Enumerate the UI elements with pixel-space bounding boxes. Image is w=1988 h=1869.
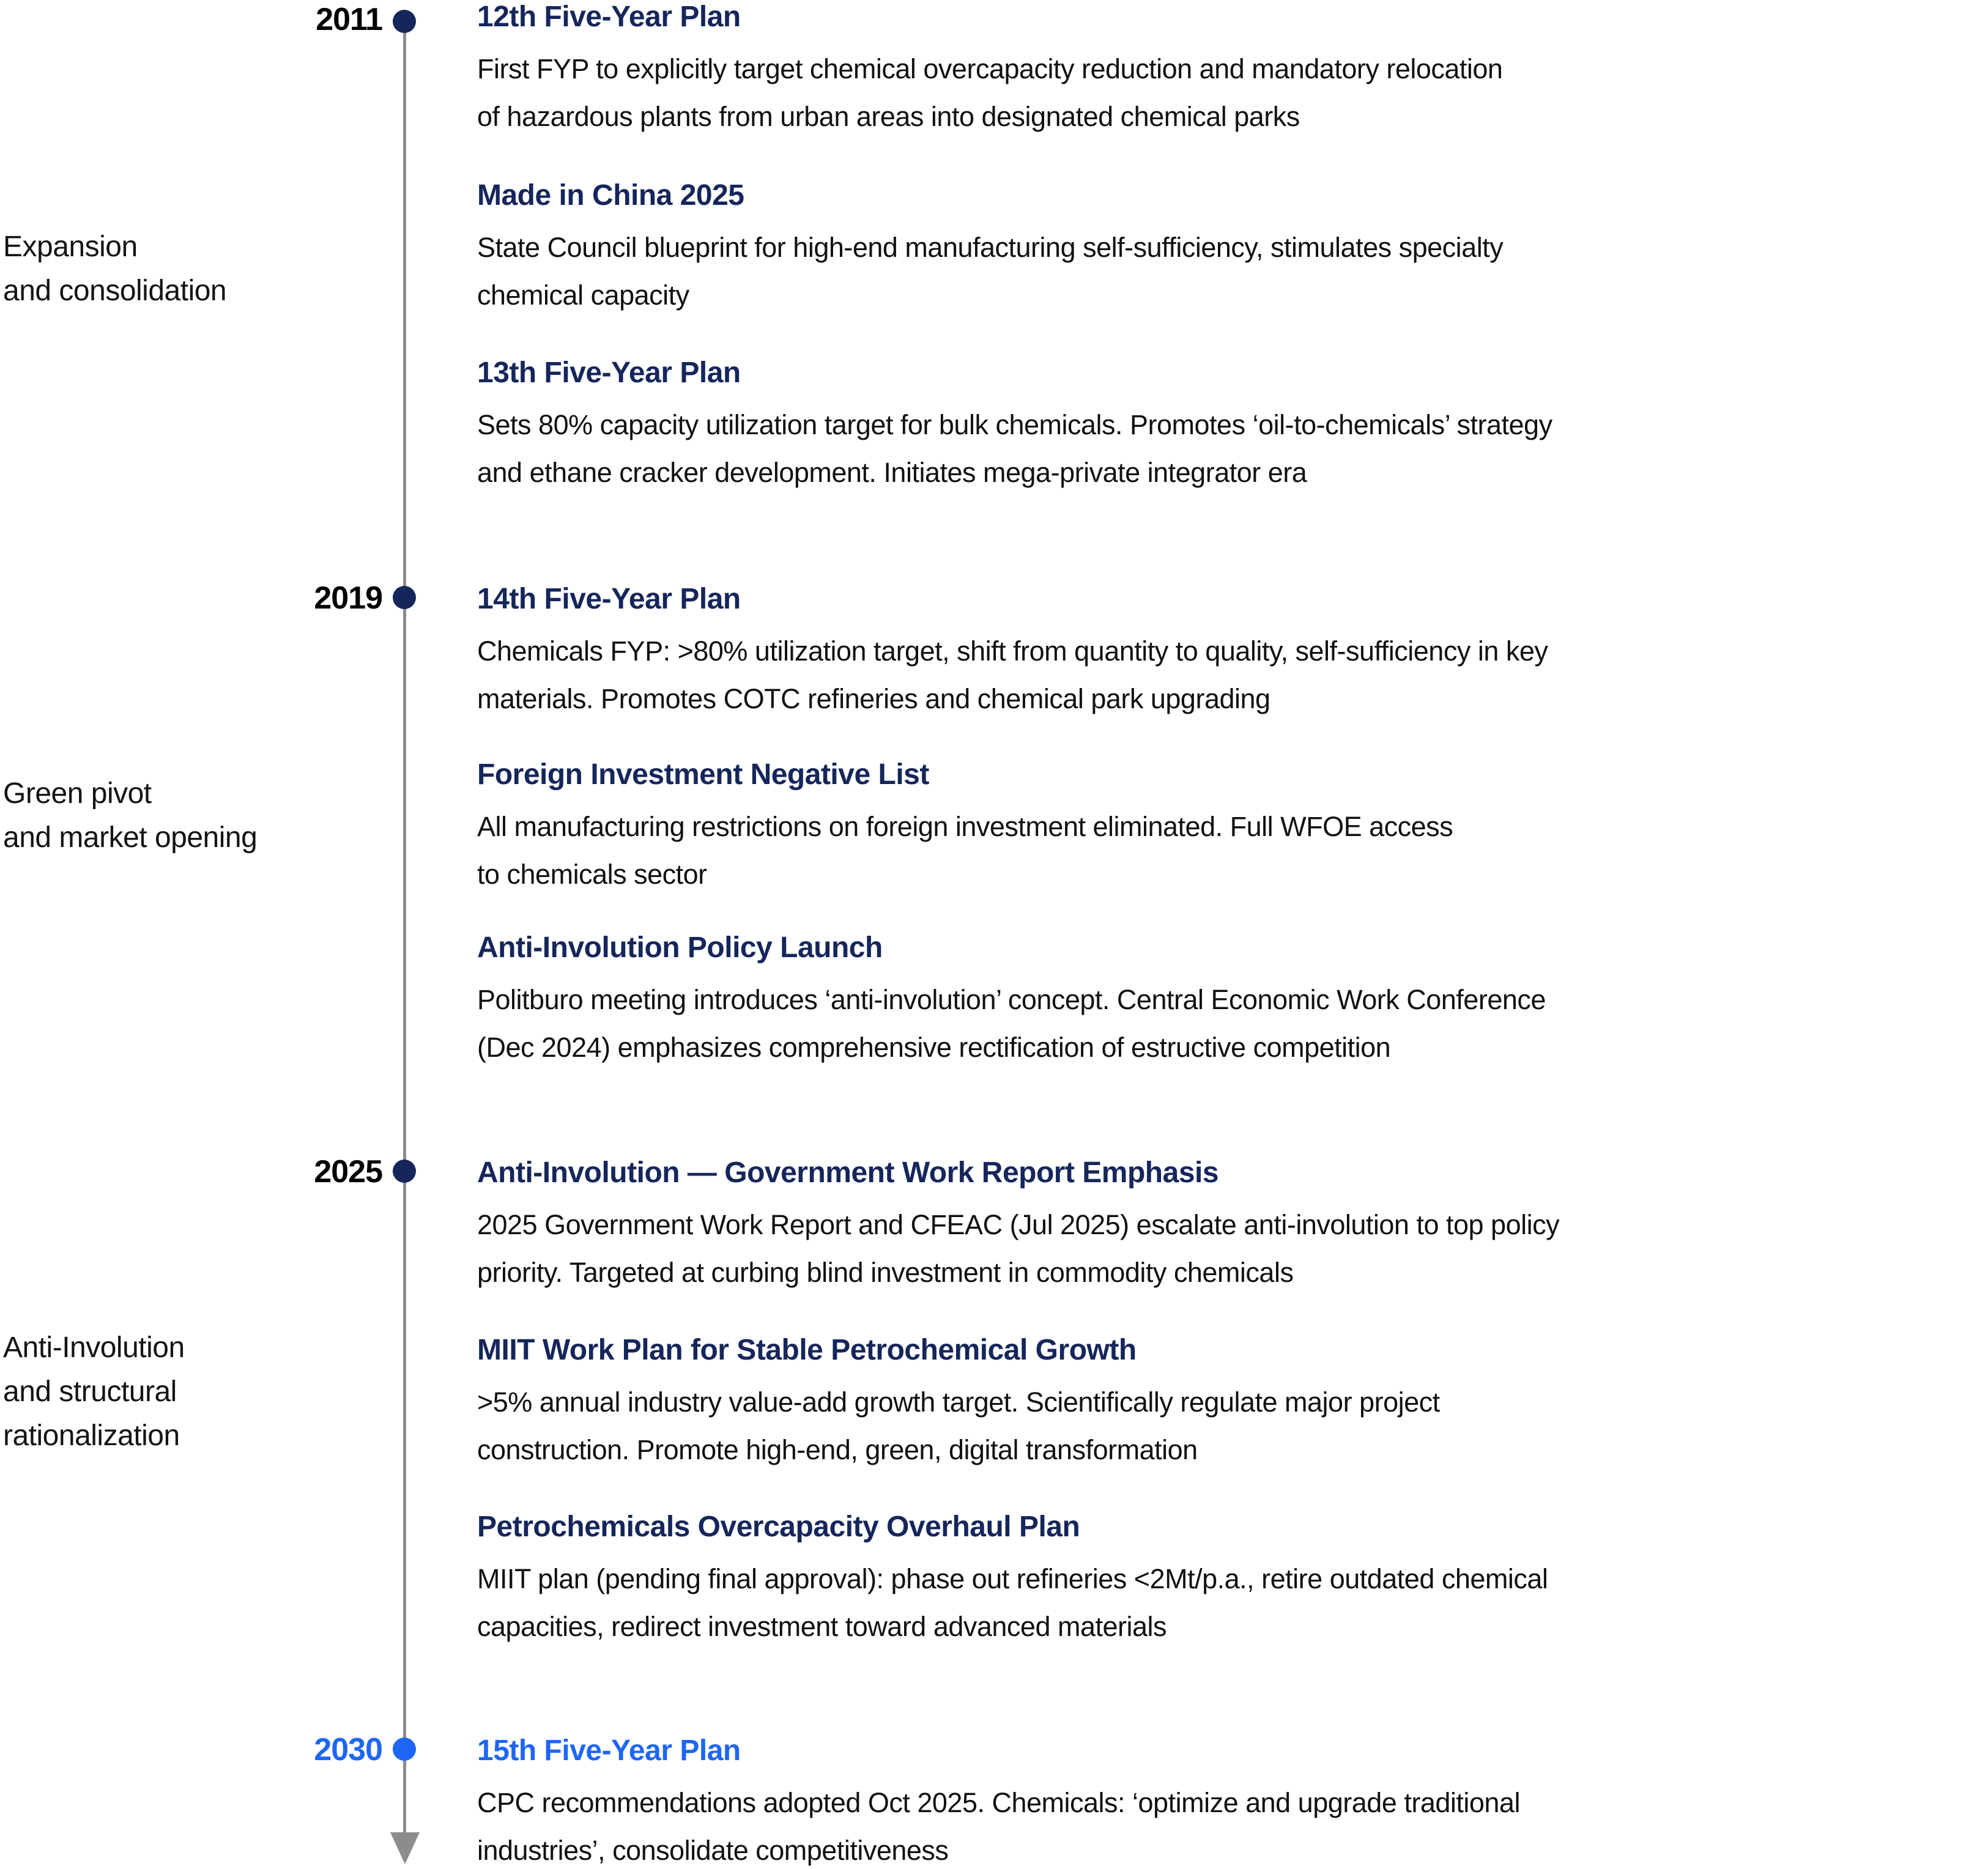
- event-body: MIIT plan (pending final approval): phas…: [477, 1563, 1548, 1642]
- event-group-foreign-investment-negative-list: Foreign Investment Negative List All man…: [477, 758, 1982, 898]
- milestone-dot-2025: [393, 1160, 416, 1183]
- event-body: Sets 80% capacity utilization target for…: [477, 409, 1552, 488]
- event-body: >5% annual industry value-add growth tar…: [477, 1386, 1440, 1465]
- milestone-dot-2011: [393, 10, 416, 33]
- event-title: 13th Five-Year Plan: [477, 357, 741, 389]
- event-title: 15th Five-Year Plan: [477, 1734, 741, 1767]
- event-group-15th-fyp: 15th Five-Year Plan CPC recommendations …: [477, 1734, 1982, 1869]
- timeline-arrowhead-icon: [390, 1832, 420, 1864]
- year-label-2011: 2011: [316, 2, 383, 37]
- phase-label-green-pivot: Green pivot and market opening: [3, 777, 258, 854]
- event-title: 14th Five-Year Plan: [477, 583, 741, 615]
- event-group-government-work-report: Anti-Involution — Government Work Report…: [477, 1156, 1982, 1297]
- event-title: Made in China 2025: [477, 179, 744, 212]
- milestone-dot-2030: [393, 1738, 416, 1761]
- event-group-14th-fyp: 14th Five-Year Plan Chemicals FYP: >80% …: [477, 582, 1982, 723]
- year-label-2025: 2025: [314, 1154, 383, 1190]
- event-group-made-in-china-2025: Made in China 2025 State Council bluepri…: [477, 179, 1982, 319]
- phase-label-expansion: Expansion and consolidation: [3, 231, 227, 307]
- event-body: Chemicals FYP: >80% utilization target, …: [477, 635, 1548, 714]
- event-title: Anti-Involution Policy Launch: [477, 931, 883, 964]
- year-label-2030: 2030: [314, 1732, 383, 1767]
- year-label-2019: 2019: [314, 580, 383, 616]
- milestone-dot-2019: [393, 586, 416, 609]
- event-group-12th-fyp: 12th Five-Year Plan First FYP to explici…: [477, 0, 1982, 141]
- phase-label-anti-involution: Anti-Involution and structural rationali…: [3, 1331, 185, 1452]
- event-body: Politburo meeting introduces ‘anti-invol…: [477, 984, 1546, 1063]
- event-group-miit-work-plan: MIIT Work Plan for Stable Petrochemical …: [477, 1333, 1982, 1474]
- timeline-axis-line: [403, 21, 406, 1832]
- event-body: First FYP to explicitly target chemical …: [477, 53, 1503, 132]
- event-title: Foreign Investment Negative List: [477, 758, 929, 791]
- event-group-13th-fyp: 13th Five-Year Plan Sets 80% capacity ut…: [477, 356, 1982, 497]
- event-body: 2025 Government Work Report and CFEAC (J…: [477, 1209, 1560, 1288]
- event-title: Petrochemicals Overcapacity Overhaul Pla…: [477, 1511, 1080, 1543]
- event-title: MIIT Work Plan for Stable Petrochemical …: [477, 1334, 1137, 1366]
- event-title: 12th Five-Year Plan: [477, 1, 741, 33]
- event-body: State Council blueprint for high-end man…: [477, 232, 1504, 311]
- event-title: Anti-Involution — Government Work Report…: [477, 1157, 1219, 1189]
- event-group-anti-involution-policy-launch: Anti-Involution Policy Launch Politburo …: [477, 931, 1982, 1071]
- event-body: CPC recommendations adopted Oct 2025. Ch…: [477, 1787, 1520, 1866]
- event-group-overcapacity-overhaul-plan: Petrochemicals Overcapacity Overhaul Pla…: [477, 1510, 1982, 1651]
- event-body: All manufacturing restrictions on foreig…: [477, 811, 1453, 890]
